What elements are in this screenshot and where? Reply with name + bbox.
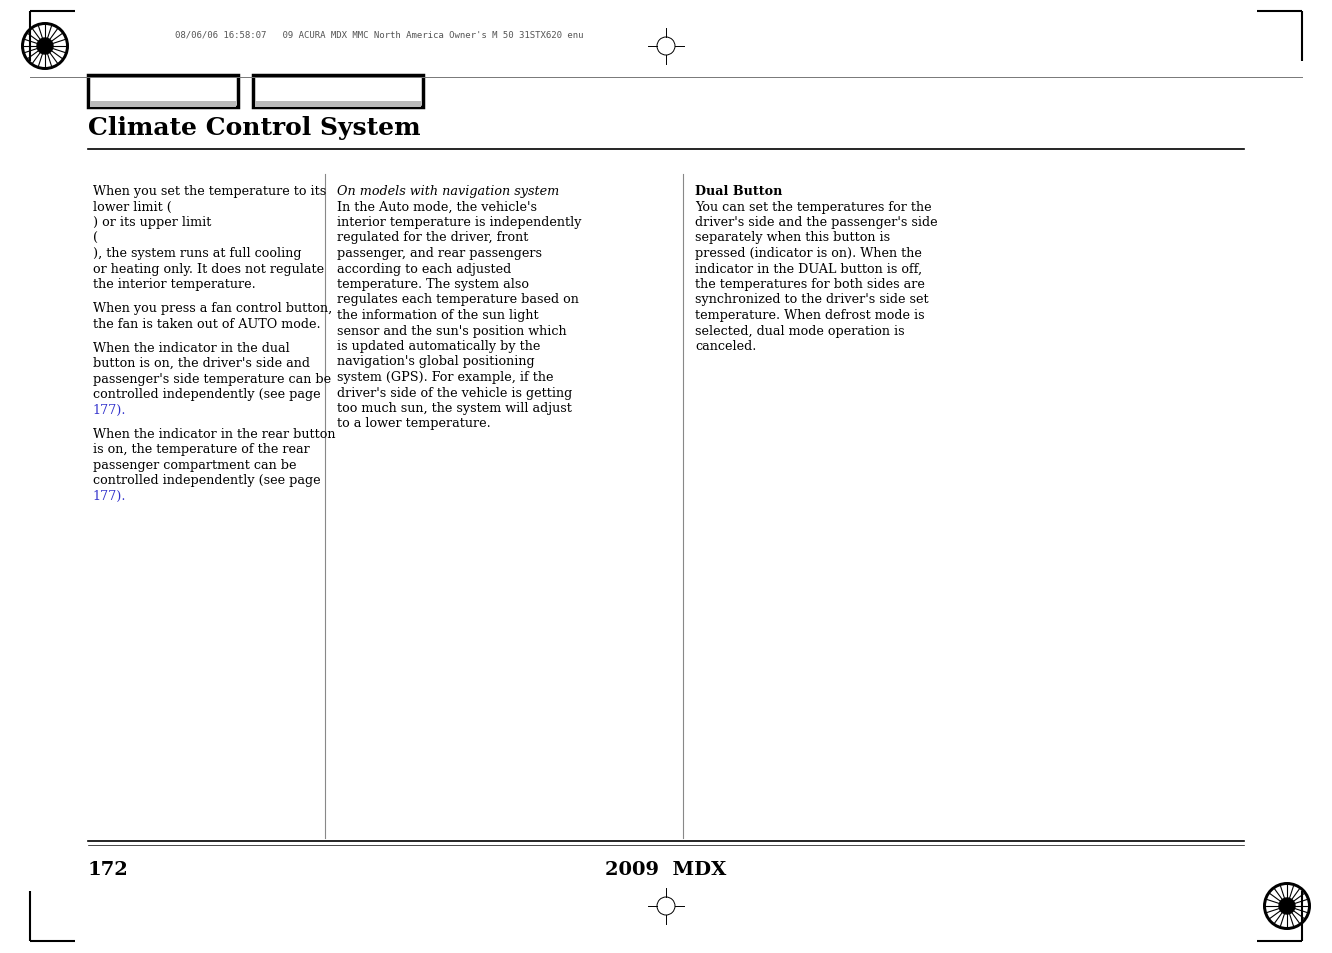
Text: driver's side of the vehicle is getting: driver's side of the vehicle is getting — [337, 386, 573, 399]
Text: regulates each temperature based on: regulates each temperature based on — [337, 294, 579, 306]
Text: ) or its upper limit: ) or its upper limit — [93, 215, 212, 229]
Text: When you set the temperature to its: When you set the temperature to its — [93, 185, 326, 198]
Text: driver's side and the passenger's side: driver's side and the passenger's side — [695, 215, 938, 229]
Bar — [91, 102, 236, 108]
Text: is on, the temperature of the rear: is on, the temperature of the rear — [93, 442, 310, 456]
Text: regulated for the driver, front: regulated for the driver, front — [337, 232, 529, 244]
Text: selected, dual mode operation is: selected, dual mode operation is — [695, 324, 904, 337]
Text: Dual Button: Dual Button — [695, 185, 782, 198]
Text: temperature. When defrost mode is: temperature. When defrost mode is — [695, 309, 924, 322]
Circle shape — [1279, 898, 1295, 914]
Text: (: ( — [93, 232, 99, 244]
Text: ), the system runs at full cooling: ), the system runs at full cooling — [93, 247, 301, 260]
Text: When you press a fan control button,: When you press a fan control button, — [93, 302, 332, 314]
Circle shape — [37, 39, 53, 55]
Text: Climate Control System: Climate Control System — [88, 116, 421, 140]
Text: When the indicator in the dual: When the indicator in the dual — [93, 341, 290, 355]
Text: 08/06/06 16:58:07   09 ACURA MDX MMC North America Owner's M 50 31STX620 enu: 08/06/06 16:58:07 09 ACURA MDX MMC North… — [174, 30, 583, 39]
Text: 177).: 177). — [93, 403, 127, 416]
Text: sensor and the sun's position which: sensor and the sun's position which — [337, 324, 566, 337]
Circle shape — [24, 26, 67, 68]
Text: You can set the temperatures for the: You can set the temperatures for the — [695, 200, 931, 213]
Text: 172: 172 — [88, 861, 129, 878]
Text: separately when this button is: separately when this button is — [695, 232, 890, 244]
Text: On models with navigation system: On models with navigation system — [337, 185, 559, 198]
Text: navigation's global positioning: navigation's global positioning — [337, 355, 534, 368]
Text: to a lower temperature.: to a lower temperature. — [337, 417, 490, 430]
Text: synchronized to the driver's side set: synchronized to the driver's side set — [695, 294, 928, 306]
Text: In the Auto mode, the vehicle's: In the Auto mode, the vehicle's — [337, 200, 537, 213]
Text: the information of the sun light: the information of the sun light — [337, 309, 538, 322]
Text: controlled independently (see page: controlled independently (see page — [93, 388, 321, 400]
Text: passenger, and rear passengers: passenger, and rear passengers — [337, 247, 542, 260]
Bar — [254, 102, 421, 108]
Text: canceled.: canceled. — [695, 339, 757, 353]
Text: interior temperature is independently: interior temperature is independently — [337, 215, 582, 229]
Text: according to each adjusted: according to each adjusted — [337, 262, 511, 275]
Text: the temperatures for both sides are: the temperatures for both sides are — [695, 277, 924, 291]
Text: passenger compartment can be: passenger compartment can be — [93, 458, 297, 471]
Text: the fan is taken out of AUTO mode.: the fan is taken out of AUTO mode. — [93, 317, 321, 330]
Text: or heating only. It does not regulate: or heating only. It does not regulate — [93, 262, 324, 275]
Text: is updated automatically by the: is updated automatically by the — [337, 339, 541, 353]
Text: too much sun, the system will adjust: too much sun, the system will adjust — [337, 401, 571, 415]
Text: indicator in the DUAL button is off,: indicator in the DUAL button is off, — [695, 262, 922, 275]
Text: system (GPS). For example, if the: system (GPS). For example, if the — [337, 371, 554, 384]
Circle shape — [21, 23, 69, 71]
Circle shape — [1263, 882, 1311, 930]
Text: temperature. The system also: temperature. The system also — [337, 277, 529, 291]
Text: When the indicator in the rear button: When the indicator in the rear button — [93, 427, 336, 440]
Bar — [88, 76, 238, 108]
Text: passenger's side temperature can be: passenger's side temperature can be — [93, 373, 332, 385]
Text: button is on, the driver's side and: button is on, the driver's side and — [93, 356, 310, 370]
Bar — [253, 76, 424, 108]
Text: pressed (indicator is on). When the: pressed (indicator is on). When the — [695, 247, 922, 260]
Text: 2009  MDX: 2009 MDX — [605, 861, 727, 878]
Circle shape — [1265, 885, 1308, 927]
Text: 177).: 177). — [93, 489, 127, 502]
Text: the interior temperature.: the interior temperature. — [93, 277, 256, 291]
Text: lower limit (: lower limit ( — [93, 200, 172, 213]
Text: controlled independently (see page: controlled independently (see page — [93, 474, 321, 487]
